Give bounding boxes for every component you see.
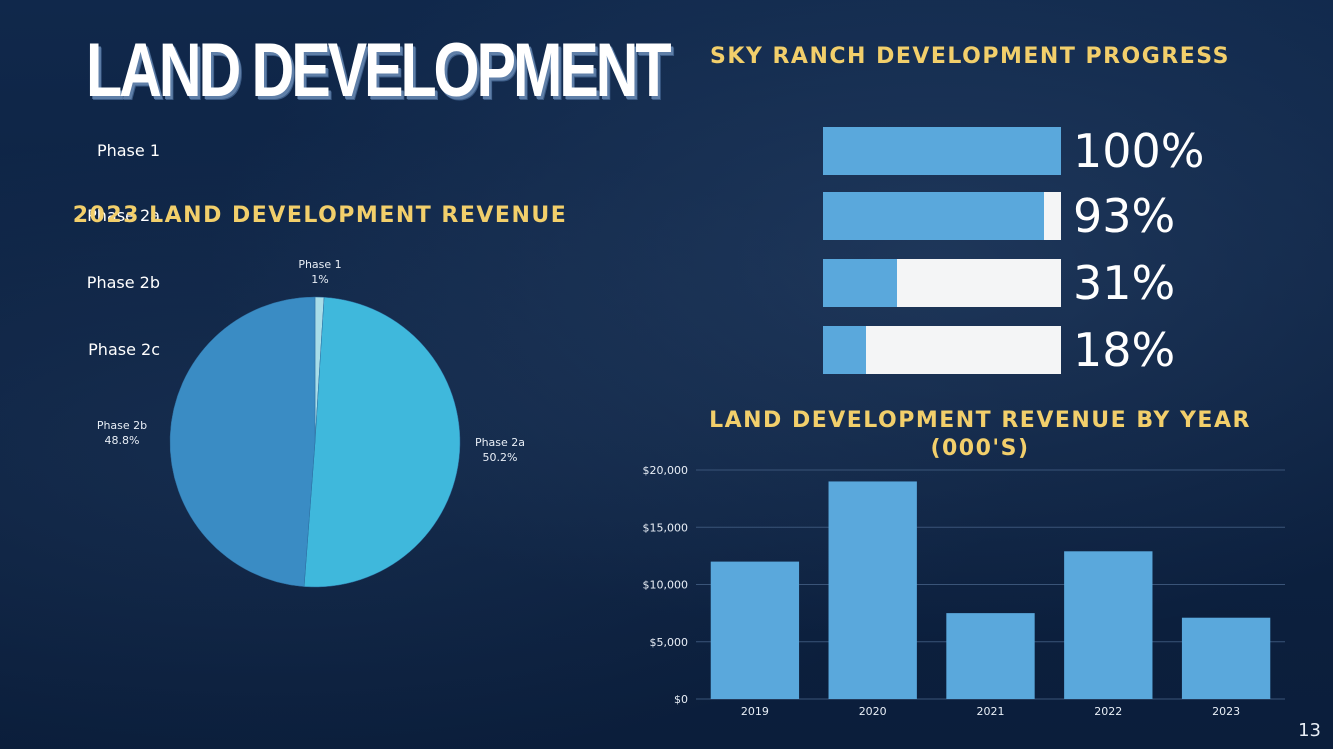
progress-percent: 100% — [1073, 124, 1205, 178]
progress-track — [823, 127, 1061, 175]
x-tick-label: 2023 — [1212, 705, 1240, 718]
progress-label: Phase 1 — [96, 141, 160, 160]
progress-title: SKY RANCH DEVELOPMENT PROGRESS — [710, 44, 1230, 69]
bar-chart-title: LAND DEVELOPMENT REVENUE BY YEAR (000'S) — [690, 407, 1270, 463]
bar-2022 — [1064, 551, 1153, 699]
bar-2019 — [710, 561, 800, 699]
pie-value-label: 50.2% — [483, 451, 518, 464]
progress-label: Phase 2c — [88, 340, 160, 359]
x-tick-label: 2021 — [977, 705, 1005, 718]
bar-2023 — [1181, 617, 1271, 699]
pie-value-label: 48.8% — [105, 434, 140, 447]
progress-label: Phase 2b — [86, 273, 160, 292]
progress-fill — [823, 259, 897, 307]
y-tick-label: $10,000 — [643, 579, 689, 592]
progress-track — [823, 259, 1061, 307]
x-tick-label: 2020 — [859, 705, 887, 718]
x-tick-label: 2022 — [1094, 705, 1122, 718]
pie-chart-title: 2023 LAND DEVELOPMENT REVENUE — [72, 203, 568, 228]
y-tick-label: $20,000 — [643, 464, 689, 477]
pie-value-label: 1% — [311, 273, 328, 286]
y-tick-label: $5,000 — [650, 636, 689, 649]
progress-track — [823, 326, 1061, 374]
x-tick-label: 2019 — [741, 705, 769, 718]
progress-percent: 93% — [1073, 189, 1176, 243]
progress-fill — [823, 326, 866, 374]
progress-percent: 31% — [1073, 256, 1176, 310]
pie-label: Phase 1 — [298, 258, 341, 271]
progress-fill — [823, 127, 1061, 175]
progress-track — [823, 192, 1061, 240]
bar-chart-title-line-2: (000'S) — [930, 436, 1030, 461]
bar-chart-title-line-1: LAND DEVELOPMENT REVENUE BY YEAR — [709, 408, 1251, 433]
pie-label: Phase 2a — [475, 436, 525, 449]
y-tick-label: $15,000 — [643, 521, 689, 534]
pie-slice-phase-2b — [169, 296, 316, 587]
page-title: LAND DEVELOPMENT — [86, 28, 672, 113]
bar-2021 — [946, 613, 1035, 699]
pie-slice-phase-2a — [303, 297, 461, 588]
pie-chart: Phase 1 1% Phase 2a 50.2% Phase 2b 48.8% — [97, 258, 525, 588]
pie-label: Phase 2b — [97, 419, 147, 432]
bar-2020 — [828, 481, 917, 699]
progress-fill — [823, 192, 1045, 240]
page-number: 13 — [1298, 720, 1321, 741]
y-tick-label: $0 — [674, 693, 688, 706]
progress-label: Phase 2a — [87, 206, 160, 225]
progress-percent: 18% — [1073, 323, 1176, 377]
bar-chart: $0 $5,000 $10,000 $15,000 $20,000 2019 2020 202… — [643, 464, 1285, 718]
